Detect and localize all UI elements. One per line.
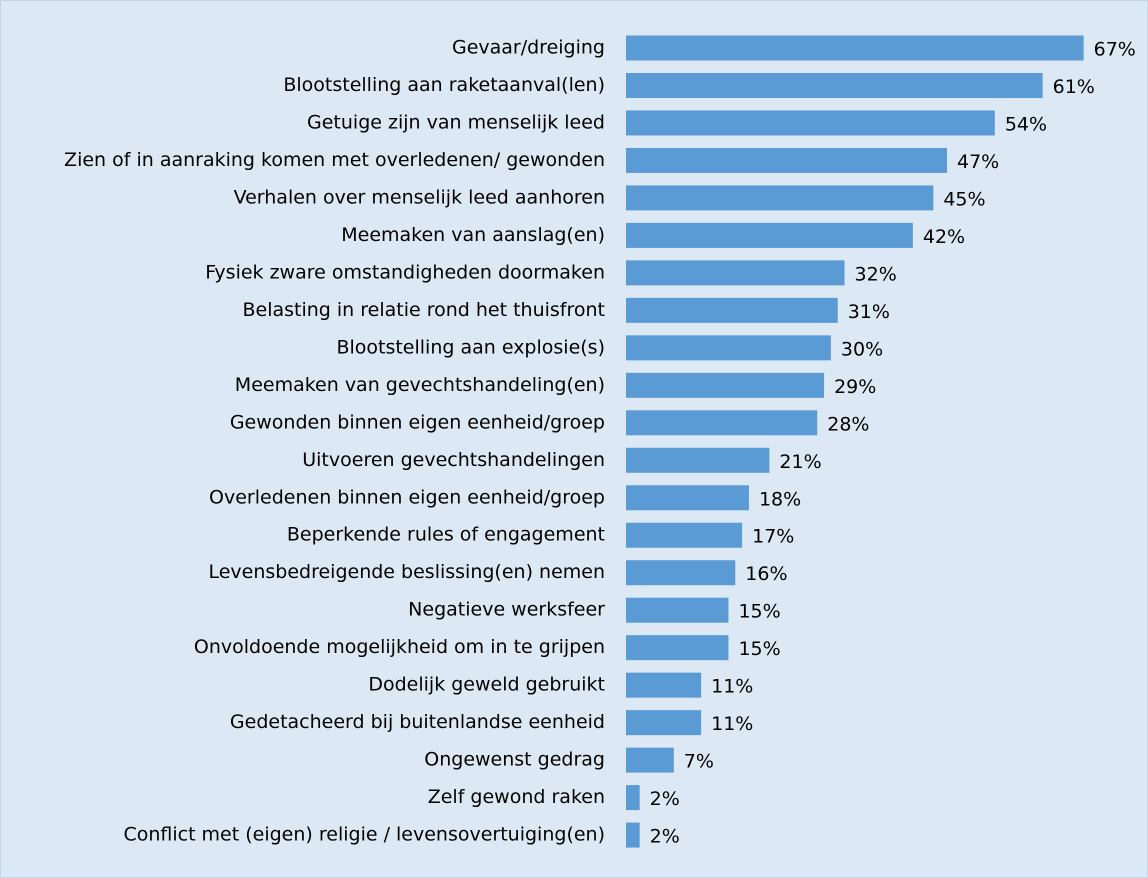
data-label: 15% [738,638,780,660]
category-label: Belasting in relatie rond het thuisfront [242,299,605,321]
bar [626,222,913,248]
data-label: 45% [943,188,985,210]
data-label: 61% [1053,76,1095,98]
bar [626,260,845,286]
bar [626,522,743,548]
data-label: 28% [827,413,869,435]
category-label: Zelf gewond raken [428,786,605,808]
category-label: Meemaken van aanslag(en) [341,224,605,246]
category-label: Ongewenst gedrag [424,749,605,771]
bar [626,372,825,398]
category-label: Blootstelling aan explosie(s) [336,336,605,358]
category-label: Blootstelling aan raketaanval(len) [283,74,605,96]
data-label: 32% [855,263,897,285]
data-label: 7% [684,751,714,773]
category-label: Fysiek zware omstandigheden doormaken [205,261,605,283]
category-label: Meemaken van gevechtshandeling(en) [235,374,605,396]
data-label: 42% [923,226,965,248]
data-label: 29% [834,376,876,398]
data-label: 17% [752,526,794,548]
category-label: Zien of in aanraking komen met overleden… [64,149,605,171]
category-label: Gevaar/dreiging [452,37,605,59]
bar [626,597,729,623]
data-label: 30% [841,338,883,360]
category-label: Levensbedreigende beslissing(en) nemen [208,561,605,583]
category-label: Getuige zijn van menselijk leed [307,111,605,133]
data-label: 47% [957,151,999,173]
bar [626,485,749,511]
data-label: 16% [745,563,787,585]
data-label: 2% [650,788,680,810]
bar [626,560,736,586]
data-label: 18% [759,488,801,510]
data-label: 2% [650,826,680,848]
category-label: Overledenen binnen eigen eenheid/groep [209,486,605,508]
data-label: 67% [1094,39,1136,61]
bar [626,297,838,323]
bar [626,710,702,736]
category-label: Beperkende rules of engagement [287,524,605,546]
category-label: Dodelijk geweld gebruikt [368,674,605,696]
bar [626,822,640,848]
bar [626,635,729,661]
category-label: Negatieve werksfeer [408,599,605,621]
category-label: Uitvoeren gevechtshandelingen [302,449,605,471]
data-label: 21% [779,451,821,473]
bar [626,672,702,698]
data-label: 31% [848,301,890,323]
data-label: 54% [1005,113,1047,135]
category-label: Conflict met (eigen) religie / levensove… [123,824,605,846]
bar [626,72,1043,98]
bar [626,185,934,211]
category-label: Onvoldoende mogelijkheid om in te grijpe… [194,636,605,658]
category-label: Gedetacheerd bij buitenlandse eenheid [230,711,605,733]
bar [626,447,770,473]
category-label: Verhalen over menselijk leed aanhoren [234,186,605,208]
bar [626,147,948,173]
bar [626,747,674,773]
data-label: 15% [738,601,780,623]
bar [626,410,818,436]
bar [626,110,995,136]
bar [626,335,831,361]
data-label: 11% [711,713,753,735]
category-label: Gewonden binnen eigen eenheid/groep [230,411,605,433]
data-label: 11% [711,676,753,698]
bar [626,35,1084,61]
bar [626,785,640,811]
